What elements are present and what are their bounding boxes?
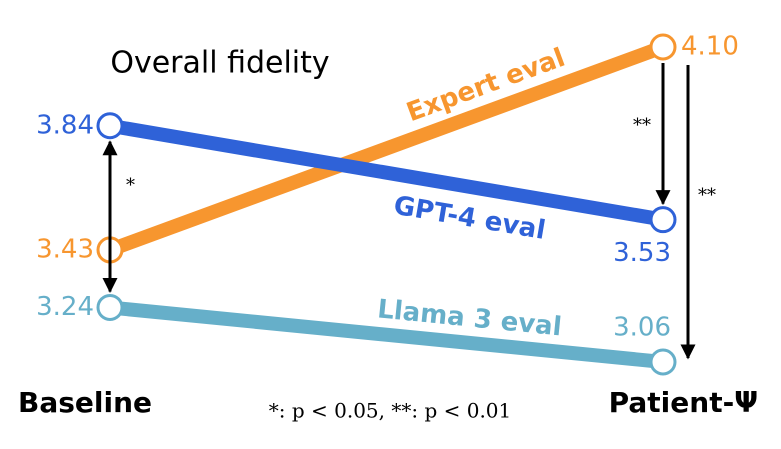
chart-title: Overall fidelity (110, 46, 329, 81)
value-label: 4.10 (681, 32, 739, 62)
point (96, 112, 124, 140)
x-tick-label: Baseline (18, 386, 152, 419)
slope-line (107, 40, 666, 257)
annotation: * (126, 175, 135, 196)
value-label: 3.24 (36, 292, 94, 322)
value-label: 3.06 (613, 313, 671, 343)
x-tick-label: Patient-Ψ (609, 386, 758, 419)
slope-line (109, 300, 664, 369)
value-label: 3.84 (36, 110, 94, 140)
value-label: 3.43 (36, 234, 94, 264)
point (96, 293, 124, 321)
annotation: ** (633, 115, 651, 136)
point (649, 348, 677, 376)
value-label: 3.53 (613, 238, 671, 268)
footnote: *: p < 0.05, **: p < 0.01 (269, 399, 512, 423)
point (649, 33, 677, 61)
slope-line (108, 118, 665, 227)
point (649, 206, 677, 234)
annotation: ** (698, 185, 716, 206)
